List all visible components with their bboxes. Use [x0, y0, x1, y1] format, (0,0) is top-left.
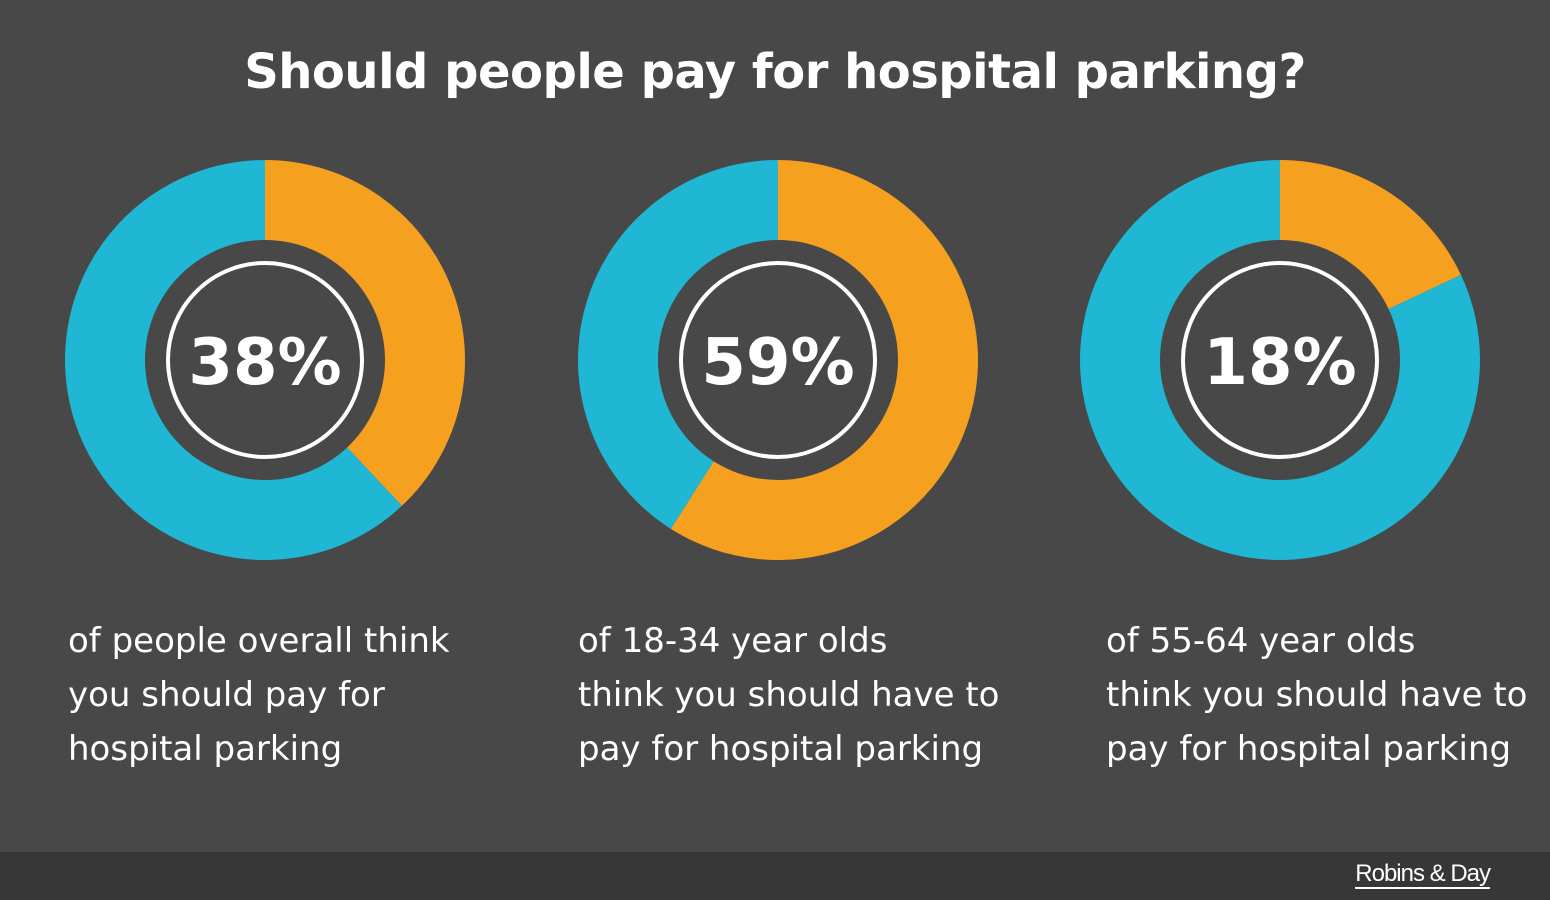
center-label-18-34: 59% — [701, 326, 854, 400]
caption-overall: of people overall think you should pay f… — [68, 621, 450, 769]
donut-hole-55-64 — [1160, 240, 1400, 480]
donut-hole-overall — [145, 240, 385, 480]
chart-title: Should people pay for hospital parking? — [244, 44, 1306, 100]
caption-55-64: of 55-64 year olds think you should have… — [1106, 621, 1528, 769]
brand-logo: Robins & Day — [1355, 860, 1491, 889]
center-ring-18-34 — [679, 261, 877, 459]
donut-hole-18-34 — [658, 240, 898, 480]
center-ring-overall — [166, 261, 364, 459]
center-label-overall: 38% — [188, 326, 341, 400]
center-ring-55-64 — [1181, 261, 1379, 459]
footer-bar: Robins & Day — [0, 852, 1550, 900]
caption-18-34: of 18-34 year olds think you should have… — [578, 621, 1000, 769]
center-label-55-64: 18% — [1203, 326, 1356, 400]
